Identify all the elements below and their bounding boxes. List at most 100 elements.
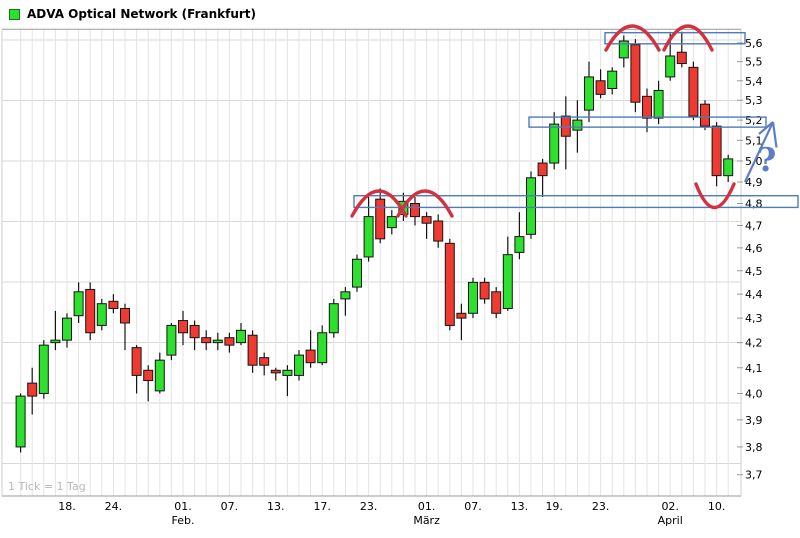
candle-up: [572, 119, 583, 131]
x-axis-label: 07.: [221, 500, 239, 513]
candle-up: [154, 359, 165, 392]
valley-arc: [694, 182, 736, 209]
candle-down: [375, 198, 386, 240]
candle-up: [15, 395, 26, 448]
candle-up: [96, 303, 107, 326]
x-axis-label: 23.: [360, 500, 378, 513]
x-axis-month-label: Feb.: [172, 514, 195, 527]
arrow-head: [771, 121, 778, 148]
candle-up: [212, 339, 223, 344]
candle-down: [595, 80, 606, 95]
x-axis-label: 01.: [174, 500, 192, 513]
arrow-head: [758, 121, 774, 135]
x-axis-label: 18.: [58, 500, 76, 513]
candle-down: [189, 324, 200, 339]
x-axis-label: 07.: [464, 500, 482, 513]
question-mark-annotation: ?: [757, 140, 777, 179]
candle-down: [479, 281, 490, 300]
y-axis-label: 4,1: [745, 362, 763, 375]
candle-down: [433, 220, 444, 242]
y-axis-label: 4,2: [745, 337, 763, 350]
candle-down: [27, 382, 38, 397]
x-axis-label: 23.: [592, 500, 610, 513]
candle-up: [607, 70, 618, 90]
legend-square-icon: [9, 8, 20, 20]
candle-down: [711, 125, 722, 177]
candle-up: [317, 332, 328, 364]
candle-up: [665, 55, 676, 78]
y-axis-label: 4,5: [745, 265, 763, 278]
candle-down: [247, 334, 258, 366]
y-axis-label: 4,7: [745, 219, 763, 232]
candle-down: [270, 369, 281, 374]
candle-up: [549, 123, 560, 164]
candle-down: [688, 66, 699, 117]
candle-down: [259, 357, 270, 366]
candle-up: [386, 216, 397, 229]
resistance-box-5.20: [528, 116, 767, 128]
candle-up: [50, 339, 61, 344]
candle-down: [491, 291, 502, 314]
x-axis-label: 10.: [708, 500, 726, 513]
candle-down: [201, 337, 212, 344]
candle-down: [410, 203, 420, 218]
candle-up: [282, 369, 293, 376]
peak-arc-1: [604, 24, 661, 52]
candle-down: [131, 347, 142, 376]
y-axis-label: 5,2: [745, 114, 763, 127]
candle-down: [537, 162, 548, 177]
support-box-4.80: [353, 195, 799, 209]
candle-up: [468, 281, 478, 314]
y-axis-label: 3,9: [745, 414, 763, 427]
x-axis-label: 13.: [267, 500, 285, 513]
candle-up: [166, 324, 177, 356]
x-axis-month-label: März: [413, 514, 440, 527]
candle-up: [352, 258, 362, 288]
double-top-arc-1: [350, 189, 408, 218]
candle-down: [444, 242, 455, 326]
candle-down: [178, 320, 188, 334]
candle-up: [62, 317, 72, 341]
peak-arc-2: [662, 24, 714, 52]
y-axis-label: 3,7: [745, 469, 763, 482]
y-axis-label: 4,8: [745, 198, 763, 211]
x-axis-month-label: April: [658, 514, 683, 527]
candle-up: [618, 40, 629, 59]
y-axis-label: 4,6: [745, 242, 763, 255]
candle-up: [514, 236, 525, 253]
x-axis-label: 24.: [105, 500, 123, 513]
y-axis-label: 3,8: [745, 441, 763, 454]
y-axis-label: 5,1: [745, 134, 763, 147]
chart-legend: ADVA Optical Network (Frankfurt): [9, 7, 256, 21]
candle-down: [700, 103, 710, 127]
y-axis-label: 5,5: [745, 56, 763, 69]
candle-up: [653, 89, 664, 119]
candle-up: [73, 291, 84, 317]
candle-down: [143, 369, 154, 382]
candle-up: [723, 158, 734, 177]
chart-title: ADVA Optical Network (Frankfurt): [27, 7, 257, 21]
candle-up: [502, 254, 513, 309]
candle-down: [85, 288, 96, 334]
candle-up: [38, 344, 49, 394]
double-top-arc-2: [396, 189, 454, 218]
candle-down: [642, 95, 652, 119]
tick-interval-note: 1 Tick = 1 Tag: [8, 480, 86, 493]
y-axis-label: 4,0: [745, 387, 763, 400]
x-axis-label: 19.: [545, 500, 563, 513]
candle-down: [224, 337, 235, 346]
candle-down: [456, 312, 467, 319]
candle-up: [294, 354, 304, 376]
y-axis-label: 4,4: [745, 288, 763, 301]
candle-down: [630, 44, 641, 103]
candle-down: [120, 307, 130, 324]
y-axis-label: 5,6: [745, 37, 763, 50]
x-axis-label: 13.: [511, 500, 529, 513]
candle-up: [584, 76, 594, 111]
candle-up: [526, 177, 536, 235]
candle-down: [305, 349, 316, 364]
y-axis-label: 4,3: [745, 312, 763, 325]
candle-up: [236, 329, 246, 344]
y-axis-label: 4,9: [745, 176, 763, 189]
